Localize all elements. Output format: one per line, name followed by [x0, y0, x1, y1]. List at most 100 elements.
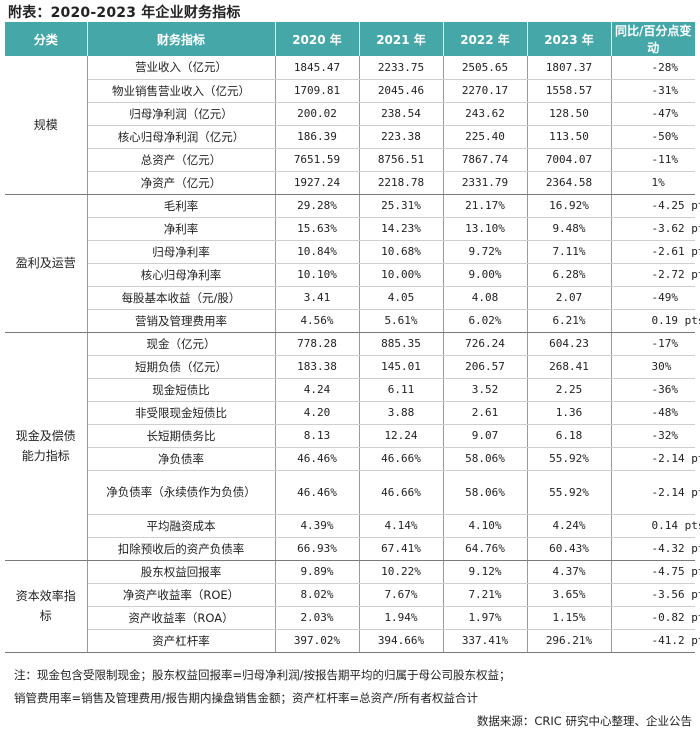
- table-row: 现金及偿债能力指标 现金（亿元） 778.28 885.35 726.24 604.23-…: [5, 332, 695, 561]
- metric-name-cell: 净资产（亿元）: [87, 171, 276, 195]
- value-cell: 2.03%: [275, 606, 360, 630]
- value-cell: 64.76%: [443, 537, 528, 561]
- financial-indicators-table: 分类 财务指标 2020 年 2021 年 2022 年 2023 年 同比/百…: [5, 22, 700, 653]
- change-cell: -17%: [611, 332, 695, 356]
- value-cell: 10.68%: [359, 240, 444, 264]
- table-row: 净负债率（永续债作为负债） 46.46% 46.66% 58.06% 55.92% -2.…: [5, 470, 700, 515]
- change-cell: -2.14 pts: [611, 447, 700, 471]
- table-row: 资产杠杆率 397.02% 394.66% 337.41% 296.21% -41.2 p…: [5, 629, 700, 653]
- change-cell: -2.72 pts: [611, 263, 700, 287]
- metric-name-cell: 扣除预收后的资产负债率: [87, 537, 276, 561]
- change-cell: 0.14 pts: [611, 514, 700, 538]
- value-cell: 1807.37: [527, 56, 612, 80]
- value-cell: 55.92%: [527, 447, 612, 471]
- value-cell: 2045.46: [359, 79, 444, 103]
- value-cell: 6.11: [359, 378, 444, 402]
- value-cell: 58.06%: [443, 447, 528, 471]
- metric-name-cell: 核心归母净利率: [87, 263, 276, 287]
- value-cell: 6.02%: [443, 309, 528, 333]
- value-cell: 2.61: [443, 401, 528, 425]
- value-cell: 6.28%: [527, 263, 612, 287]
- value-cell: 8.02%: [275, 583, 360, 607]
- value-cell: 8.13: [275, 424, 360, 448]
- value-cell: 206.57: [443, 355, 528, 379]
- value-cell: 58.06%: [443, 470, 528, 515]
- value-cell: 4.56%: [275, 309, 360, 333]
- value-cell: 9.07: [443, 424, 528, 448]
- change-cell: -50%: [611, 125, 695, 149]
- value-cell: 25.31%: [359, 194, 444, 218]
- value-cell: 394.66%: [359, 629, 444, 653]
- value-cell: 13.10%: [443, 217, 528, 241]
- value-cell: 145.01: [359, 355, 444, 379]
- table-row: 净资产（亿元） 1927.24 2218.78 2331.79 2364.58 1%: [5, 171, 695, 195]
- value-cell: 12.24: [359, 424, 444, 448]
- table-row: 资本效率指标 股东权益回报率 9.89% 10.22% 9.12% 4.37% -4.75 …: [5, 560, 700, 653]
- metric-name-cell: 营业收入（亿元）: [87, 56, 276, 80]
- data-source: 数据来源：CRIC 研究中心整理、企业公告: [476, 714, 692, 728]
- metric-name-cell: 股东权益回报率: [87, 560, 276, 584]
- category-cell: 资本效率指标: [5, 560, 88, 653]
- value-cell: 885.35: [359, 332, 444, 356]
- category-cell: 盈利及运营: [5, 194, 88, 333]
- column-header: 同比/百分点变动: [611, 22, 695, 56]
- value-cell: 2.25: [527, 378, 612, 402]
- value-cell: 7.11%: [527, 240, 612, 264]
- value-cell: 46.46%: [275, 470, 360, 515]
- value-cell: 4.24: [275, 378, 360, 402]
- value-cell: 46.66%: [359, 447, 444, 471]
- metric-name-cell: 净负债率（永续债作为负债）: [87, 470, 276, 515]
- value-cell: 1.15%: [527, 606, 612, 630]
- table-row: 平均融资成本 4.39% 4.14% 4.10% 4.24% 0.14 pts: [5, 514, 700, 538]
- table-row: 核心归母净利润（亿元） 186.39 223.38 225.40 113.50 -50%: [5, 125, 695, 149]
- value-cell: 8756.51: [359, 148, 444, 172]
- change-cell: -3.56 pts: [611, 583, 700, 607]
- metric-name-cell: 现金（亿元）: [87, 332, 276, 356]
- table-row: 规模 营业收入（亿元） 1845.47 2233.75 2505.65 1807.37 -2…: [5, 56, 695, 195]
- value-cell: 243.62: [443, 102, 528, 126]
- table-row: 资产收益率（ROA）2.03%1.94%1.97%1.15%-0.82 pts: [5, 606, 700, 630]
- value-cell: 4.05: [359, 286, 444, 310]
- value-cell: 9.72%: [443, 240, 528, 264]
- value-cell: 3.88: [359, 401, 444, 425]
- change-cell: -49%: [611, 286, 695, 310]
- value-cell: 6.18: [527, 424, 612, 448]
- metric-name-cell: 营销及管理费用率: [87, 309, 276, 333]
- value-cell: 1.94%: [359, 606, 444, 630]
- table-row: 非受限现金短债比 4.20 3.88 2.61 1.36 -48%: [5, 401, 695, 425]
- value-cell: 186.39: [275, 125, 360, 149]
- value-cell: 223.38: [359, 125, 444, 149]
- change-cell: -32%: [611, 424, 695, 448]
- value-cell: 1927.24: [275, 171, 360, 195]
- value-cell: 10.84%: [275, 240, 360, 264]
- value-cell: 3.52: [443, 378, 528, 402]
- value-cell: 268.41: [527, 355, 612, 379]
- value-cell: 4.39%: [275, 514, 360, 538]
- column-header: 2022 年: [443, 22, 528, 56]
- table-row: 营销及管理费用率 4.56% 5.61% 6.02% 6.21% 0.19 pts: [5, 309, 700, 333]
- value-cell: 60.43%: [527, 537, 612, 561]
- value-cell: 5.61%: [359, 309, 444, 333]
- table-row: 总资产（亿元） 7651.59 8756.51 7867.74 7004.07 -11%: [5, 148, 695, 172]
- column-header: 2023 年: [527, 22, 612, 56]
- value-cell: 2.07: [527, 286, 612, 310]
- value-cell: 337.41%: [443, 629, 528, 653]
- change-cell: -11%: [611, 148, 695, 172]
- change-cell: -36%: [611, 378, 695, 402]
- value-cell: 225.40: [443, 125, 528, 149]
- column-header: 分类: [5, 22, 88, 56]
- value-cell: 10.00%: [359, 263, 444, 287]
- metric-name-cell: 平均融资成本: [87, 514, 276, 538]
- value-cell: 9.48%: [527, 217, 612, 241]
- column-header: 财务指标: [87, 22, 276, 56]
- value-cell: 14.23%: [359, 217, 444, 241]
- value-cell: 296.21%: [527, 629, 612, 653]
- value-cell: 9.12%: [443, 560, 528, 584]
- change-cell: -47%: [611, 102, 695, 126]
- value-cell: 113.50: [527, 125, 612, 149]
- category-cell: 现金及偿债能力指标: [5, 332, 88, 561]
